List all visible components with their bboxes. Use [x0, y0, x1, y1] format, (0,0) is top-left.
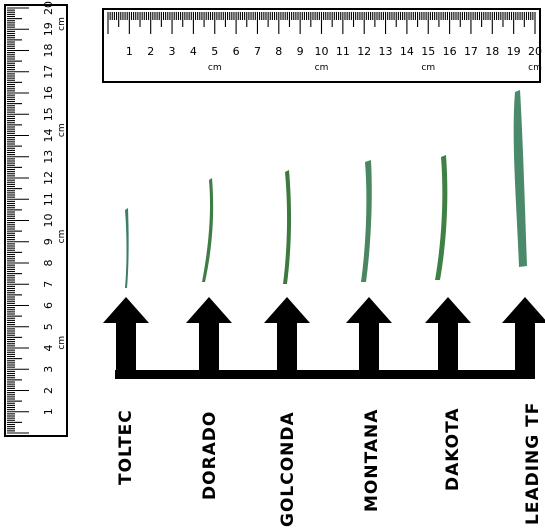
vertical-ruler-number: 12 [42, 171, 55, 185]
vertical-ruler-number: 9 [42, 238, 55, 245]
horizontal-ruler-number: 13 [379, 45, 393, 58]
horizontal-ruler-number: 10 [315, 45, 329, 58]
vertical-ruler-number: 3 [42, 366, 55, 373]
label-dakota: DAKOTA [443, 407, 463, 491]
vertical-ruler-unit: cm [57, 123, 67, 137]
vertical-ruler-ticks [7, 7, 29, 434]
up-arrow-icon [186, 297, 232, 379]
horizontal-ruler-number: 5 [211, 45, 218, 58]
blade-dorado [202, 178, 214, 282]
horizontal-ruler-number: 4 [190, 45, 197, 58]
vertical-ruler-number: 18 [42, 44, 55, 58]
label-golconda: GOLCONDA [278, 411, 298, 527]
horizontal-ruler-number: 9 [297, 45, 304, 58]
vertical-ruler-number: 16 [42, 86, 55, 100]
horizontal-ruler-number: 17 [464, 45, 478, 58]
horizontal-ruler-number: 3 [169, 45, 176, 58]
blade-golconda [283, 170, 292, 284]
label-leading-tf: LEADING TF [523, 402, 543, 525]
vertical-ruler-number: 7 [42, 281, 55, 288]
horizontal-ruler-number: 18 [485, 45, 499, 58]
vertical-ruler-number: 10 [42, 214, 55, 228]
up-arrow-icon [264, 297, 310, 379]
label-montana: MONTANA [362, 409, 382, 512]
horizontal-ruler-number: 2 [147, 45, 154, 58]
horizontal-ruler-number: 20 [528, 45, 542, 58]
horizontal-ruler-number: 15 [421, 45, 435, 58]
blade-leading-tf [513, 90, 527, 267]
vertical-ruler-unit: cm [57, 230, 67, 244]
horizontal-ruler-number: 11 [336, 45, 350, 58]
horizontal-ruler-ticks [107, 12, 536, 34]
horizontal-ruler-unit: cm [315, 63, 329, 73]
horizontal-ruler-unit: cm [421, 63, 435, 73]
horizontal-ruler-unit: cm [208, 63, 222, 73]
horizontal-ruler-number: 8 [275, 45, 282, 58]
vertical-ruler-number: 6 [42, 302, 55, 309]
vertical-ruler-number: 13 [42, 150, 55, 164]
blade-montana [361, 160, 372, 282]
up-arrow-icon [103, 297, 149, 379]
vertical-ruler-number: 20 [42, 1, 55, 15]
vertical-ruler-number: 19 [42, 22, 55, 36]
horizontal-ruler-number: 7 [254, 45, 261, 58]
up-arrow-icon [346, 297, 392, 379]
vertical-ruler-number: 5 [42, 323, 55, 330]
label-toltec: TOLTEC [116, 409, 136, 485]
horizontal-ruler-number: 6 [233, 45, 240, 58]
horizontal-ruler-number: 1 [126, 45, 133, 58]
arrow-bracket [103, 297, 545, 379]
vertical-ruler-unit: cm [57, 336, 67, 350]
blade-toltec [125, 208, 129, 288]
vertical-ruler-number: 15 [42, 107, 55, 121]
blade-dakota [435, 155, 448, 280]
vertical-ruler-number: 8 [42, 260, 55, 267]
label-dorado: DORADO [200, 411, 220, 500]
vertical-ruler-number: 4 [42, 345, 55, 352]
horizontal-ruler-number: 16 [443, 45, 457, 58]
seedling-blades [125, 90, 527, 288]
up-arrow-icon [502, 297, 545, 379]
vertical-ruler-number: 17 [42, 65, 55, 79]
horizontal-ruler-number: 14 [400, 45, 414, 58]
vertical-ruler-number: 14 [42, 129, 55, 143]
vertical-ruler-unit: cm [57, 17, 67, 31]
vertical-ruler-number: 1 [42, 408, 55, 415]
horizontal-ruler-number: 12 [357, 45, 371, 58]
vertical-ruler-number: 2 [42, 387, 55, 394]
connector-bar [115, 370, 526, 379]
up-arrow-icon [425, 297, 471, 379]
vertical-ruler-number: 11 [42, 192, 55, 206]
horizontal-ruler-unit: cm [528, 63, 542, 73]
cultivar-labels: TOLTEC DORADO GOLCONDA MONTANA DAKOTA LE… [116, 402, 543, 527]
horizontal-ruler-number: 19 [507, 45, 521, 58]
